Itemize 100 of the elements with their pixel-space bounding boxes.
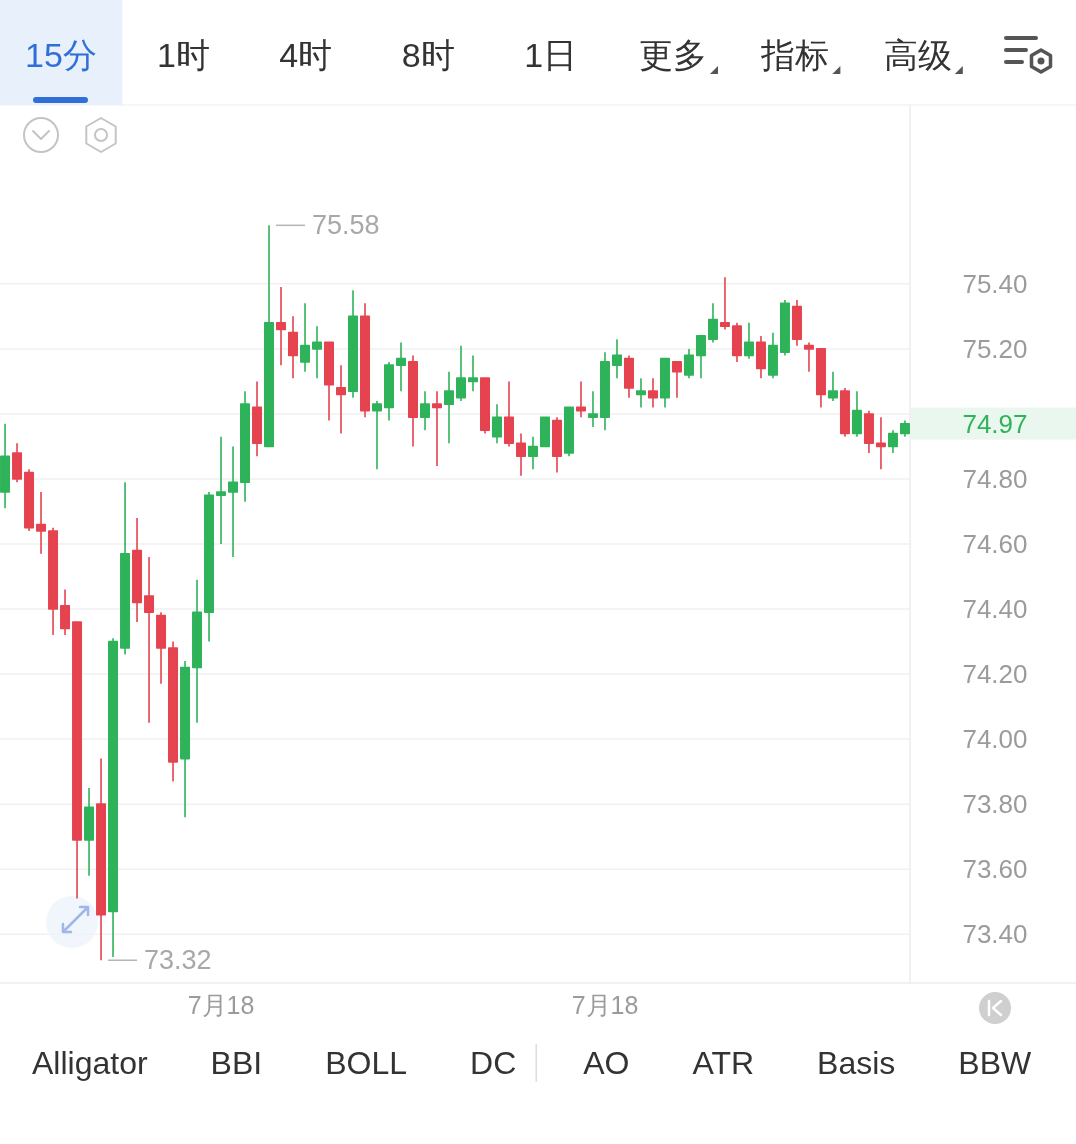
candlestick xyxy=(527,435,538,471)
candlestick xyxy=(204,491,215,643)
text: 更多 xyxy=(639,36,707,74)
candlestick xyxy=(444,370,454,444)
candlestick xyxy=(36,491,47,555)
candlestick xyxy=(623,354,634,399)
candlestick xyxy=(611,338,622,379)
y-tick-label: 75.40 xyxy=(962,268,1028,299)
candlestick xyxy=(384,361,395,422)
candlestick xyxy=(779,299,790,357)
y-tick-label: 73.60 xyxy=(962,854,1028,885)
candlestick xyxy=(587,390,598,428)
candlestick xyxy=(647,377,658,409)
candlestick xyxy=(0,422,11,510)
candlestick xyxy=(324,341,335,422)
y-tick-label: 74.20 xyxy=(962,659,1028,690)
text: 高级 xyxy=(883,36,952,74)
candlestick xyxy=(276,286,287,366)
candlestick xyxy=(372,400,383,471)
text: DC xyxy=(470,1045,517,1081)
candlestick xyxy=(767,331,778,379)
candlestick xyxy=(456,344,466,402)
x-tick-label: 7月18 xyxy=(571,991,639,1019)
text: 15分 xyxy=(25,36,97,74)
text: BBW xyxy=(958,1045,1033,1081)
annotation: 75.58 xyxy=(312,210,380,241)
candlestick xyxy=(515,432,526,477)
candlestick xyxy=(671,361,682,399)
candlestick xyxy=(815,348,826,409)
candlestick xyxy=(420,390,430,431)
text: BBI xyxy=(210,1045,263,1081)
text: 1日 xyxy=(524,36,578,74)
candlestick xyxy=(707,302,718,344)
candlestick xyxy=(216,435,227,545)
candlestick xyxy=(408,354,418,448)
candlestick xyxy=(228,445,239,558)
candlestick xyxy=(875,416,886,471)
text: AO xyxy=(583,1045,630,1081)
candlestick xyxy=(336,364,347,435)
text: 指标 xyxy=(760,36,830,74)
candlestick xyxy=(755,335,766,379)
candlestick xyxy=(695,335,706,379)
candlestick xyxy=(887,429,898,454)
candlestick xyxy=(791,299,802,347)
candlestick xyxy=(240,390,251,503)
candlestick xyxy=(96,757,107,962)
text: 8时 xyxy=(401,36,455,74)
candlestick xyxy=(120,481,131,656)
candlestick xyxy=(108,637,119,958)
annotation: 73.32 xyxy=(144,945,212,976)
candlestick xyxy=(144,556,155,724)
candlestick xyxy=(156,611,167,685)
x-tick-label: 7月18 xyxy=(187,991,255,1019)
candlestick xyxy=(252,380,263,457)
candlestick xyxy=(480,377,490,435)
candlestick xyxy=(743,322,754,360)
candlestick xyxy=(504,380,514,448)
candlestick xyxy=(132,517,143,623)
candlestick xyxy=(839,387,850,438)
candlestick xyxy=(48,526,59,636)
candlestick xyxy=(432,390,442,467)
text: 4时 xyxy=(279,36,333,74)
candlestick xyxy=(731,322,742,363)
candlestick xyxy=(288,315,299,379)
candlestick xyxy=(168,640,179,783)
candlestick xyxy=(180,660,191,818)
y-tick-label: 73.80 xyxy=(962,789,1028,820)
text: 1时 xyxy=(156,36,210,74)
text: BOLL xyxy=(325,1045,408,1081)
y-tick-label: 73.40 xyxy=(962,919,1028,950)
last-price-tag: 74.97 xyxy=(911,407,1076,440)
candlestick xyxy=(539,416,550,448)
candlestick xyxy=(312,325,323,379)
candlestick xyxy=(683,348,694,379)
candlestick xyxy=(635,377,646,409)
candlestick xyxy=(599,351,610,431)
candlestick xyxy=(827,370,838,402)
candlestick xyxy=(899,419,910,438)
candlestick xyxy=(84,787,95,877)
candlestick xyxy=(360,302,371,418)
y-tick-label: 74.40 xyxy=(962,594,1028,625)
candlestick xyxy=(719,276,730,331)
candlestick xyxy=(12,442,23,484)
y-tick-label: 74.60 xyxy=(962,529,1028,559)
candlestick xyxy=(300,302,311,373)
candlestick xyxy=(575,380,586,418)
candlestick xyxy=(60,588,71,636)
candlestick xyxy=(396,341,406,392)
candlestick xyxy=(348,289,359,399)
candlestick xyxy=(863,409,874,454)
candlestick xyxy=(264,224,275,448)
candlestick xyxy=(803,341,814,373)
candlestick xyxy=(659,357,670,409)
y-tick-label: 75.20 xyxy=(962,333,1028,364)
y-tick-label: 74.00 xyxy=(962,724,1028,755)
text: Basis xyxy=(817,1045,896,1081)
candlestick xyxy=(192,578,203,724)
candlestick xyxy=(851,390,862,438)
candlestick xyxy=(468,354,478,392)
candlestick xyxy=(492,403,502,444)
